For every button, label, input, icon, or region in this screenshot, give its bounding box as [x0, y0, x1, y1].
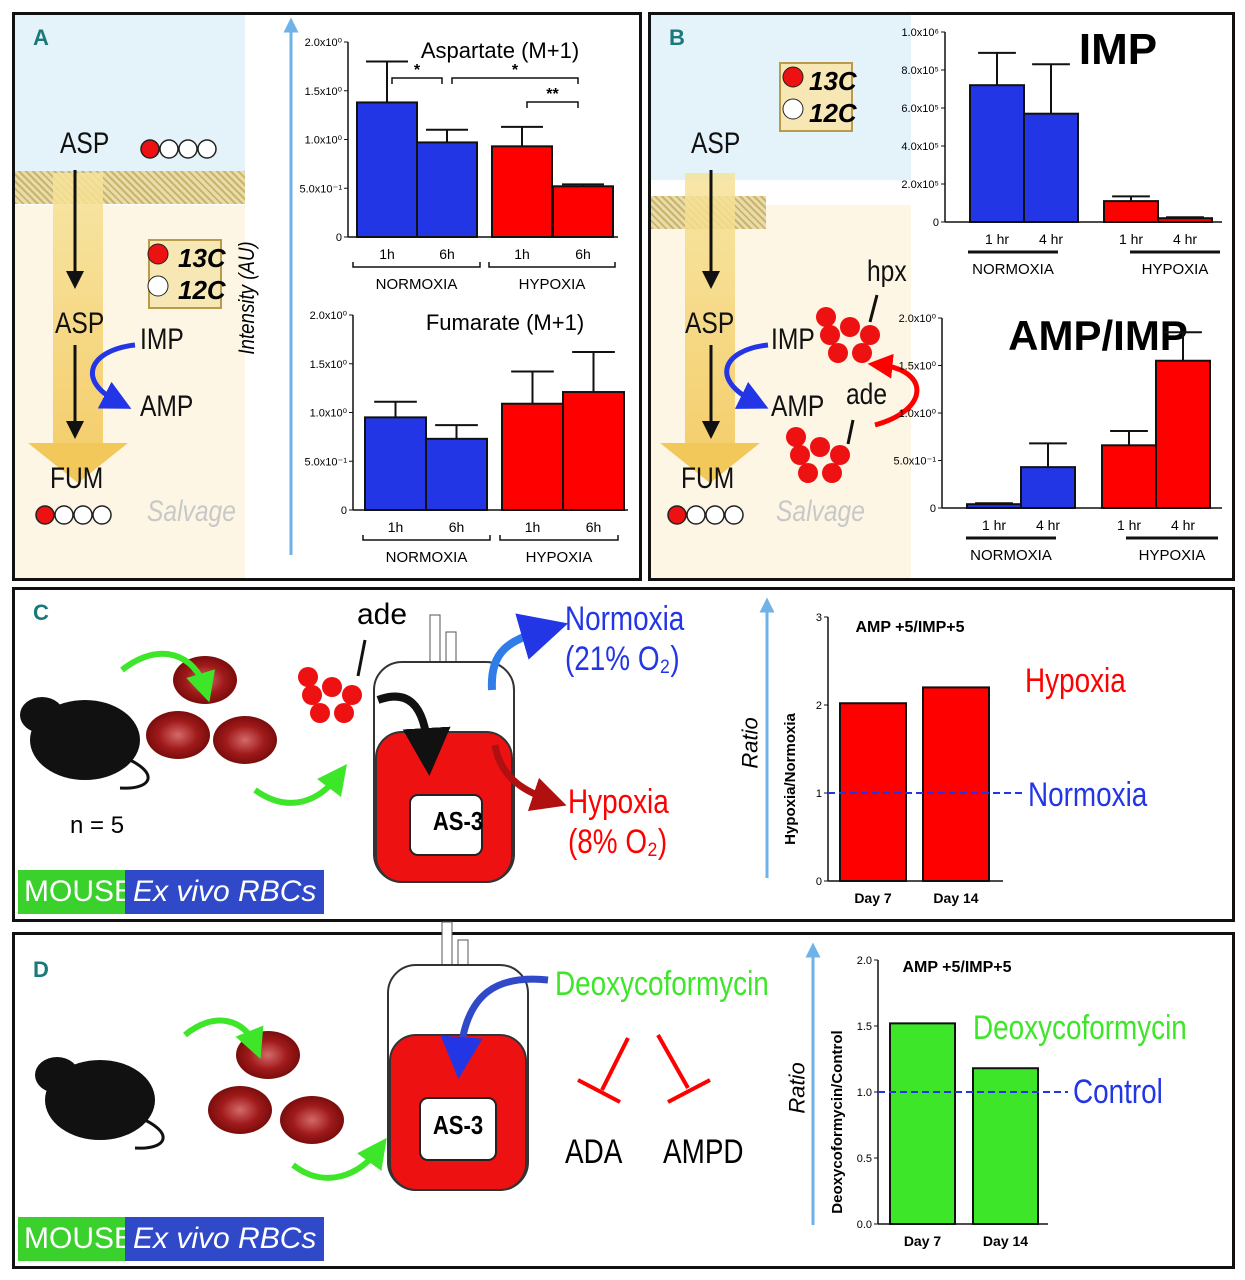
isotope-legend: 13C 12C [779, 62, 857, 132]
metabolite-asp: ASP [691, 127, 741, 160]
metabolite-asp-intracellular: ASP [685, 307, 735, 340]
drug-label: Deoxycoformycin [555, 965, 769, 1003]
ratio-label: Ratio [784, 1062, 810, 1114]
ade-label: ade [846, 378, 888, 411]
panel-label: C [33, 600, 49, 625]
legend-hypoxia: Hypoxia [1025, 662, 1126, 700]
panel-c: C ade Normoxia (21% O₂) Hypoxia (8% O₂) … [12, 587, 1235, 922]
normoxia-o2: (21% O₂) [565, 640, 680, 678]
ex-vivo-badge: Ex vivo RBCs [125, 870, 325, 914]
legend-12c: 12C [178, 275, 226, 305]
metabolite-imp: IMP [771, 323, 815, 356]
mouse-badge: MOUSE [18, 870, 134, 914]
panel-a: A ASP ASP IMP AMP FUM Salvage 13C 12C In… [12, 12, 642, 581]
panel-d: D Deoxycoformycin ADA AMPD MOUSE Ex vivo… [12, 932, 1235, 1269]
legend-normoxia: Normoxia [1028, 776, 1148, 814]
yaxis-label: Intensity (AU) [234, 241, 259, 355]
legend-13c: 13C [178, 243, 226, 273]
bag-label: AS-3 [432, 1110, 484, 1140]
metabolite-imp: IMP [140, 323, 184, 356]
mouse-badge: MOUSE [18, 1217, 134, 1261]
hypoxia-o2: (8% O₂) [568, 823, 668, 861]
ratio-label: Ratio [737, 717, 763, 769]
normoxia-label: Normoxia [565, 600, 685, 638]
ex-vivo-badge: Ex vivo RBCs [125, 1217, 325, 1261]
hpx-label: hpx [867, 255, 907, 288]
salvage-label: Salvage [776, 495, 865, 528]
ade-label: ade [357, 598, 408, 631]
pathway-arrow-head [660, 443, 760, 483]
metabolite-asp-intracellular: ASP [55, 307, 105, 340]
panel-label: D [33, 957, 49, 982]
salvage-label: Salvage [147, 495, 236, 528]
membrane [15, 171, 245, 204]
panel-label: A [33, 25, 49, 50]
metabolite-amp: AMP [771, 390, 825, 423]
hypoxia-label: Hypoxia [568, 783, 669, 821]
panel-b: B ASP ASP IMP AMP FUM hpx ade Salvage 13… [648, 12, 1235, 581]
panel-label: B [669, 25, 685, 50]
ampd-label: AMPD [663, 1133, 744, 1171]
sample-size: n = 5 [70, 812, 125, 839]
ada-label: ADA [565, 1133, 623, 1171]
metabolite-asp: ASP [60, 127, 110, 160]
bag-label: AS-3 [432, 806, 484, 836]
legend-12c: 12C [809, 98, 857, 128]
legend-control: Control [1073, 1073, 1163, 1111]
legend-drug: Deoxycoformycin [973, 1009, 1187, 1047]
metabolite-amp: AMP [140, 390, 194, 423]
metabolite-fum: FUM [681, 462, 735, 495]
metabolite-fum: FUM [50, 462, 104, 495]
isotope-legend: 13C 12C [148, 239, 226, 309]
legend-13c: 13C [809, 66, 857, 96]
panel-a-bg-top [15, 15, 245, 180]
pathway-arrow-head [28, 443, 128, 483]
